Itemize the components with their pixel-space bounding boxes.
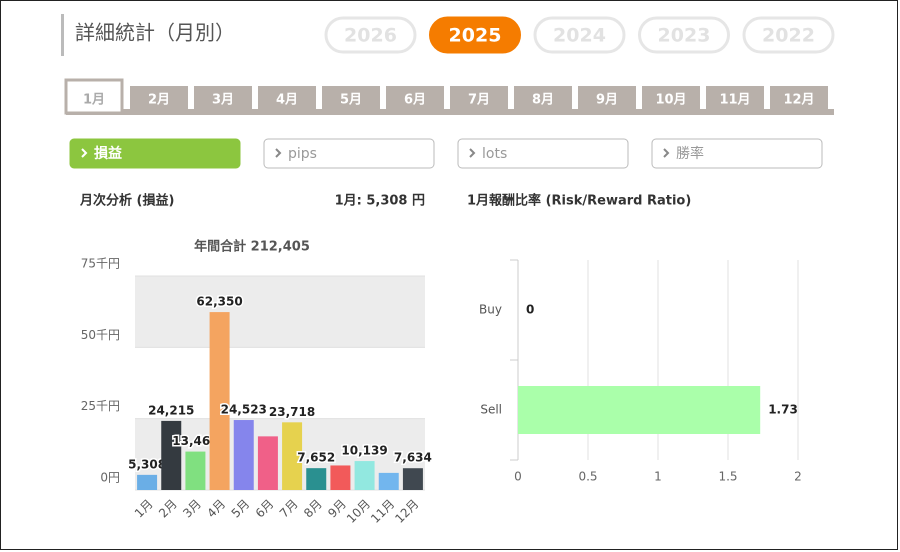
month-tab-label[interactable]: 3月 [212,93,234,108]
year-pill[interactable] [324,16,417,54]
month-tab-label[interactable]: 5月 [340,93,362,108]
section-title: 月次分析 (損益) [79,193,174,209]
plot-band [135,276,425,348]
chevron-icon [81,148,88,158]
metric-button-label[interactable]: 勝率 [676,145,704,162]
title-accent [61,14,64,56]
month-tab-label[interactable]: 10月 [655,93,686,108]
month-tab[interactable] [706,86,764,111]
month-tab[interactable] [642,86,700,111]
year-label[interactable]: 2022 [762,25,815,47]
section-title: 1月報酬比率 (Risk/Reward Ratio) [467,193,691,209]
year-label[interactable]: 2024 [553,25,606,47]
month-tab-label[interactable]: 9月 [596,93,618,108]
bar [209,312,230,490]
month-tab-label[interactable]: 7月 [468,93,490,108]
bar [354,461,375,490]
month-tab[interactable] [258,86,316,111]
month-tab[interactable] [770,86,828,111]
y-tick-label: Sell [480,403,502,417]
metric-button-label[interactable]: lots [482,146,507,162]
chevron-icon [663,148,670,158]
bar-value-label: 7,652 [297,451,335,465]
chevron-icon [469,148,476,158]
month-tab[interactable] [194,86,252,111]
month-tab-label[interactable]: 6月 [404,93,426,108]
bar [185,451,206,490]
y-tick-label: 75千円 [81,257,120,271]
month-tab[interactable] [578,86,636,111]
bar-value-label: 5,308 [128,457,166,471]
y-tick-label: Buy [479,303,502,317]
month-tab-label[interactable]: 12月 [783,93,814,108]
bar-value-label: 62,350 [196,295,242,309]
month-tab[interactable] [514,86,572,111]
year-pill[interactable] [638,16,730,54]
bar-value-label: 24,215 [148,403,194,417]
year-pill[interactable] [533,16,626,54]
metric-button[interactable] [651,138,823,169]
month-tab[interactable] [64,78,124,115]
bar-value-label: 24,523 [221,403,267,417]
bar-value-label: 7,634 [394,451,432,465]
section-summary: 1月: 5,308 円 [335,194,425,209]
y-tick-label: 50千円 [81,328,120,342]
y-tick-label: 0円 [100,471,120,485]
bar [233,420,254,490]
year-label[interactable]: 2023 [658,25,711,47]
month-tab-label[interactable]: 1月 [83,93,105,108]
x-tick-label: 2 [794,470,802,484]
bar [306,468,327,490]
bar [257,436,278,490]
metric-button-label[interactable]: pips [288,146,317,162]
month-tab[interactable] [450,86,508,111]
chart-title: 年間合計 212,405 [194,239,310,255]
x-tick-label: 0.5 [578,470,597,484]
plot-band [135,418,425,490]
bar-value-label: 1.73 [768,403,798,417]
metric-button-label[interactable]: 損益 [94,145,122,162]
bar-value-label: 13,464 [172,434,218,448]
month-tab-label[interactable]: 11月 [719,93,750,108]
chevron-icon [275,148,282,158]
bar [330,465,351,490]
month-tab-label[interactable]: 4月 [276,93,298,108]
x-tick-label: 0 [514,470,522,484]
month-tab-label[interactable]: 2月 [148,93,170,108]
year-label[interactable]: 2025 [449,25,502,47]
metric-button[interactable] [69,138,241,169]
bar-value-label: 10,139 [341,444,387,458]
tab-bar [66,109,834,115]
bar-value-label: 23,718 [269,405,315,419]
year-pill[interactable] [742,16,835,54]
year-pill[interactable] [429,16,521,54]
metric-button[interactable] [457,138,629,169]
bar [282,422,303,490]
y-tick-label: 25千円 [81,399,120,413]
x-tick-label: 1 [654,470,662,484]
page-title: 詳細統計（月別） [75,21,235,45]
bar [402,468,423,490]
metric-button[interactable] [263,138,435,169]
bar-value-label: 0 [526,303,534,317]
year-label[interactable]: 2026 [344,25,397,47]
bar [518,386,761,434]
bar [161,420,182,490]
month-tab[interactable] [130,86,188,111]
month-tab-label[interactable]: 8月 [532,93,554,108]
month-tab[interactable] [386,86,444,111]
bar [137,474,158,490]
month-tab[interactable] [322,86,380,111]
bar [378,472,399,490]
x-tick-label: 1.5 [718,470,737,484]
